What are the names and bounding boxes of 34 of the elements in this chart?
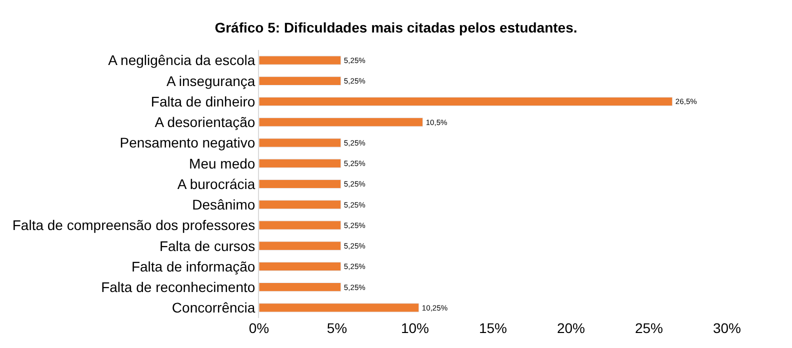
x-tick-label: 20% [556,320,586,336]
bar [259,241,342,250]
y-tick-label: Falta de compreensão dos professores [12,217,256,234]
bar [259,200,342,210]
y-tick-label: A negligência da escola [108,52,256,68]
y-tick-label: Pensamento negativo [120,134,256,151]
y-tick-label: A desorientação [154,114,256,130]
bar [259,76,342,86]
bar [259,96,673,106]
y-tick-label: Falta de dinheiro [150,93,256,110]
y-tick-label: A insegurança [166,72,256,89]
chart-title: Gráfico 5: Dificuldades mais citadas pelos estudantes. [214,20,578,36]
x-tick-label: 5% [326,320,348,336]
bar [259,56,342,65]
y-tick-label: Concorrência [172,300,256,316]
x-tick-label: 25% [634,320,664,336]
bar [259,303,420,312]
y-tick-label: Falta de informação [131,258,256,274]
bar [259,179,342,189]
y-tick-label: Desânimo [192,196,256,213]
y-tick-label: Meu medo [189,155,256,172]
bar [259,220,342,230]
x-tick-label: 10% [400,320,430,336]
x-tick-label: 30% [712,320,742,336]
bar [259,282,342,292]
y-tick-label: A burocrácia [177,176,256,192]
y-tick-label: Falta de reconhecimento [101,278,256,295]
x-tick-label: 0% [248,320,270,336]
bar [259,138,342,148]
bar [259,262,342,272]
x-tick-label: 15% [478,320,508,336]
bar [259,118,424,127]
y-tick-label: Falta de cursos [159,238,256,254]
bar [259,158,342,168]
